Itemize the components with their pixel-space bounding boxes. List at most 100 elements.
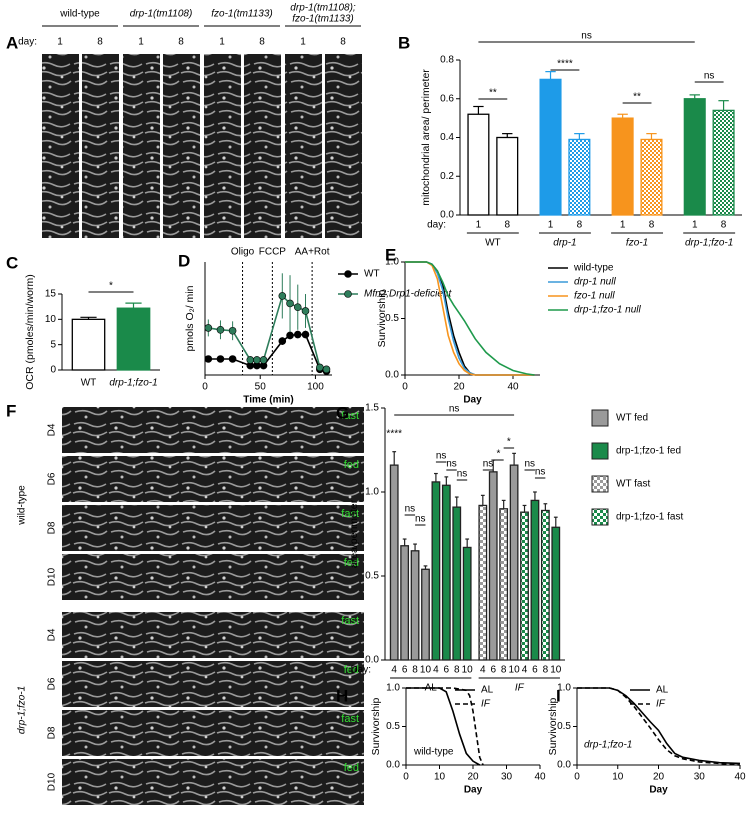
x-tick-label: 6 xyxy=(444,665,450,676)
legend-label: wild-type xyxy=(573,263,614,274)
y-tick-label: 0.0 xyxy=(440,210,454,221)
x-tick-label: 4 xyxy=(480,665,486,676)
y-tick-label: 1.5 xyxy=(365,403,379,414)
micrograph xyxy=(62,456,364,502)
legend-swatch xyxy=(591,475,609,493)
bar xyxy=(116,307,151,371)
x-tick-label: 4 xyxy=(391,665,397,676)
day-label: 1 xyxy=(57,37,63,48)
x-tick-label: 10 xyxy=(420,665,432,676)
legend-label: drp-1;fzo-1 fed xyxy=(616,446,681,457)
x-tick-label: 0 xyxy=(403,772,409,783)
y-tick-label: 0.6 xyxy=(440,93,454,104)
y-tick-label: 0.5 xyxy=(557,721,571,732)
group-label: WT xyxy=(485,238,501,249)
data-point xyxy=(293,330,302,339)
condition-label: fast xyxy=(341,410,359,422)
significance-label: **** xyxy=(386,429,402,440)
day-label: D8 xyxy=(47,726,58,739)
bar xyxy=(568,138,591,216)
y-tick-label: 1.0 xyxy=(386,683,400,694)
x-tick-label: 8 xyxy=(721,220,727,231)
y-tick-label: 15 xyxy=(45,289,57,300)
x-tick-label: 0 xyxy=(402,382,408,393)
bar xyxy=(467,113,490,216)
x-tick-label: 10 xyxy=(462,665,474,676)
x-tick-label: 1 xyxy=(692,220,698,231)
panel-letter: C xyxy=(6,253,18,272)
condition-label: fed xyxy=(344,664,359,676)
data-point xyxy=(253,356,261,364)
legend-label: IF xyxy=(656,699,666,710)
panel-letter: I xyxy=(556,686,561,705)
condition-label: fed xyxy=(344,459,359,471)
micrograph xyxy=(62,759,364,805)
y-tick-label: 10 xyxy=(45,314,57,325)
y-tick-label: 0.2 xyxy=(440,171,454,182)
bar xyxy=(520,511,529,661)
bar xyxy=(551,526,561,661)
significance-label: ns xyxy=(436,451,447,462)
strain-label: wild-type xyxy=(59,9,100,20)
significance-label: ns xyxy=(704,71,715,82)
data-point xyxy=(204,355,213,363)
series-line xyxy=(406,687,484,766)
strain-label: drp-1(tm1108); xyxy=(290,3,356,14)
legend-swatch xyxy=(591,442,609,460)
significance-label: ns xyxy=(405,504,416,515)
group-label: wild-type xyxy=(17,485,28,526)
data-point xyxy=(286,299,294,308)
significance-label: * xyxy=(507,437,511,448)
bar xyxy=(441,484,451,661)
annotation: wild-type xyxy=(413,747,454,758)
x-prefix: Day: xyxy=(350,665,371,676)
data-point xyxy=(278,337,287,345)
data-point xyxy=(216,355,225,363)
x-tick-label: 10 xyxy=(509,665,521,676)
legend-label: AL xyxy=(656,685,669,696)
day-label: D6 xyxy=(47,472,58,485)
data-point xyxy=(278,292,287,300)
day-label: 8 xyxy=(97,37,103,48)
significance-label: ns xyxy=(524,459,535,470)
x-tick-label: 1 xyxy=(548,220,554,231)
significance-label: ** xyxy=(489,88,497,99)
x-tick-label: 8 xyxy=(412,665,418,676)
x-tick-label: 1 xyxy=(476,220,482,231)
significance-label: * xyxy=(497,449,501,460)
strain-label: drp-1(tm1108) xyxy=(130,9,193,20)
series-line xyxy=(208,333,327,373)
group-label: IF xyxy=(515,683,525,694)
x-tick-label: 30 xyxy=(501,772,513,783)
series-line xyxy=(405,261,535,376)
series-line xyxy=(577,687,741,766)
day-label: 8 xyxy=(340,37,346,48)
x-tick-label: 6 xyxy=(402,665,408,676)
legend-label: Mfn2;Drp1-deficient xyxy=(364,289,452,300)
x-tick-label: WT xyxy=(81,378,97,389)
day-label: 8 xyxy=(178,37,184,48)
legend-marker xyxy=(344,270,352,278)
bar xyxy=(640,138,663,216)
injection-label: Oligo xyxy=(231,247,255,258)
x-tick-label: 0 xyxy=(202,382,208,393)
micrograph xyxy=(244,54,281,238)
significance-label: ns xyxy=(446,459,457,470)
group-label: drp-1 xyxy=(553,238,576,249)
condition-label: fed xyxy=(344,762,359,774)
data-point xyxy=(216,325,225,334)
panel-letter: F xyxy=(6,401,16,420)
y-tick-label: 0.5 xyxy=(385,313,399,324)
y-axis-label: pmols O₂/ min xyxy=(184,285,196,351)
micrograph xyxy=(123,54,160,238)
x-tick-label: 20 xyxy=(467,772,479,783)
strain-label: fzo-1(tm1133) xyxy=(292,14,354,25)
day-label: D8 xyxy=(47,521,58,534)
bar xyxy=(611,117,634,216)
day-label: 1 xyxy=(138,37,144,48)
data-point xyxy=(316,363,324,372)
panel-letter: A xyxy=(6,33,18,52)
micrograph xyxy=(285,54,322,238)
data-point xyxy=(228,326,237,335)
x-prefix: day: xyxy=(427,220,446,231)
